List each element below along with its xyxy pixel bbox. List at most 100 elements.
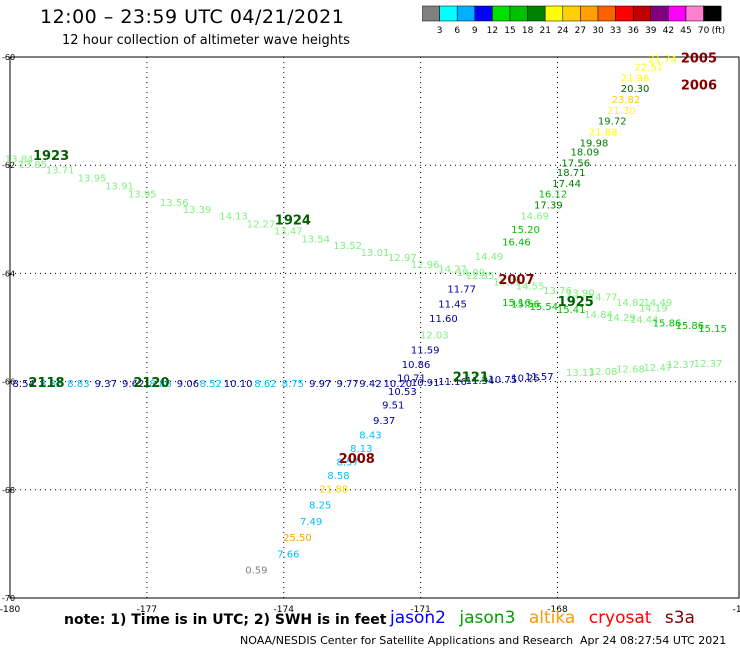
swh-data-point: 12.03 bbox=[420, 330, 449, 341]
swh-data-point: 14.82 bbox=[616, 298, 645, 309]
swh-data-point: 12.68 bbox=[616, 364, 645, 375]
colorbar-label: 6 bbox=[454, 26, 460, 35]
swh-data-point: 10.53 bbox=[388, 387, 417, 398]
swh-data-point: 12.96 bbox=[411, 260, 440, 271]
swh-data-point: 14.69 bbox=[520, 211, 549, 222]
swh-data-point: 12.08 bbox=[589, 367, 618, 378]
swh-data-point: 13.01 bbox=[361, 248, 390, 259]
swh-data-point: 14.55 bbox=[516, 282, 545, 293]
swh-data-point: 8.83 bbox=[67, 379, 89, 390]
swh-data-point: 23.82 bbox=[612, 95, 641, 106]
x-tick-label: -171 bbox=[410, 605, 430, 615]
credit-line: NOAA/NESDIS Center for Satellite Applica… bbox=[240, 634, 574, 647]
swh-data-point: 13.95 bbox=[78, 173, 107, 184]
swh-data-point: 14.13 bbox=[219, 211, 248, 222]
swh-data-point: 10.91 bbox=[411, 378, 440, 389]
footer-note: note: 1) Time is in UTC; 2) SWH is in fe… bbox=[64, 612, 387, 628]
colorbar-label: 45 bbox=[680, 26, 691, 35]
colorbar-label: 70 bbox=[698, 26, 710, 35]
swh-data-point: 8.43 bbox=[359, 430, 381, 441]
y-tick-label: -62 bbox=[2, 161, 15, 170]
swh-data-point: 18.71 bbox=[557, 168, 586, 179]
altimeter-map-plot: -180 -177 -174 -171 -168 -16 -60 -62 -64 -66 -68 -7… bbox=[0, 51, 740, 615]
pass-time-label: 2121 bbox=[453, 371, 489, 386]
swh-data-point: 21.30 bbox=[607, 106, 636, 117]
swh-data-point: 14.44 bbox=[630, 315, 659, 326]
legend-altika: altika bbox=[528, 608, 576, 628]
swh-data-point: 16.12 bbox=[539, 190, 568, 201]
swh-data-point: 14.77 bbox=[589, 292, 618, 303]
swh-data-point: 8.82 bbox=[40, 379, 62, 390]
x-tick-label: -168 bbox=[547, 605, 568, 615]
swh-data-point: 14.49 bbox=[644, 298, 673, 309]
colorbar-label: 24 bbox=[557, 26, 569, 35]
swh-data-point: 11.34 bbox=[466, 376, 495, 387]
swh-data-point: 9.51 bbox=[382, 401, 404, 412]
legend-cryosat: cryosat bbox=[588, 608, 652, 628]
y-tick-label: -68 bbox=[2, 486, 15, 495]
swh-data-point: 13.56 bbox=[160, 198, 189, 209]
swh-data-point: 15.86 bbox=[675, 321, 704, 332]
swh-data-point: 8.62 bbox=[254, 379, 276, 390]
swh-data-point: 12.85 bbox=[466, 271, 495, 282]
x-tick-label: -174 bbox=[274, 605, 295, 615]
swh-data-point: 9.37 bbox=[373, 416, 395, 427]
colorbar-label: 3 bbox=[437, 26, 443, 35]
pass-time-label: 1924 bbox=[275, 214, 311, 229]
swh-data-point: 7.49 bbox=[300, 517, 322, 528]
swh-data-point: 0.59 bbox=[245, 566, 267, 577]
swh-data-point: 13.13 bbox=[566, 368, 595, 379]
swh-data-point: 21.88 bbox=[320, 485, 349, 496]
swh-data-point: 21.74 bbox=[648, 54, 677, 65]
swh-data-point: 15.16 bbox=[502, 298, 531, 309]
swh-data-point: 10.71 bbox=[397, 374, 426, 385]
swh-data-point: 13.47 bbox=[274, 226, 303, 237]
pass-time-label: 1925 bbox=[558, 295, 594, 310]
legend-jason2: jason2 bbox=[390, 608, 446, 628]
swh-data-point: 16.46 bbox=[502, 237, 531, 248]
swh-data-point: 15.20 bbox=[511, 225, 540, 236]
colorbar-unit: (ft) bbox=[712, 26, 726, 35]
y-tick-label: -66 bbox=[2, 378, 15, 387]
swh-data-point: 13.71 bbox=[46, 165, 75, 176]
swh-data-point: 11.77 bbox=[447, 284, 476, 295]
swh-data-point: 11.57 bbox=[525, 372, 554, 383]
swh-data-point: 13.85 bbox=[18, 160, 47, 171]
swh-data-point: 8.13 bbox=[350, 444, 372, 455]
legend-jason3: jason3 bbox=[459, 608, 516, 628]
swh-data-point: 20.30 bbox=[621, 84, 650, 95]
colorbar-swatch bbox=[703, 5, 722, 22]
y-tick-label: -64 bbox=[2, 269, 15, 278]
swh-data-point: 17.56 bbox=[561, 158, 590, 169]
swh-data-point: 12.47 bbox=[644, 363, 673, 374]
swh-data-point: 8.54 bbox=[13, 379, 35, 390]
swh-data-point: 8.52 bbox=[200, 379, 222, 390]
swh-data-point: 22.51 bbox=[634, 63, 663, 74]
swh-data-point: 15.54 bbox=[529, 302, 558, 313]
swh-data-point: 14.19 bbox=[639, 303, 668, 314]
swh-data-point: 8.58 bbox=[327, 471, 349, 482]
swh-data-point: 14.84 bbox=[584, 310, 613, 321]
swh-data-point: 9.37 bbox=[95, 379, 117, 390]
swh-data-point: 11.60 bbox=[429, 314, 458, 325]
swh-data-point: 14.27 bbox=[438, 264, 467, 275]
swh-data-point: 9.06 bbox=[177, 379, 199, 390]
swh-data-point: 13.90 bbox=[566, 289, 595, 300]
y-tick-label: -60 bbox=[2, 53, 15, 62]
colorbar-label: 33 bbox=[610, 26, 621, 35]
swh-data-point: 25.50 bbox=[283, 533, 312, 544]
pass-time-label: 2008 bbox=[339, 452, 375, 467]
colorbar-label: 36 bbox=[627, 26, 639, 35]
swh-data-point: 9.42 bbox=[359, 379, 381, 390]
swh-data-point: 9.62 bbox=[122, 379, 144, 390]
colorbar-label: 15 bbox=[504, 26, 515, 35]
swh-data-point: 19.72 bbox=[598, 117, 627, 128]
colorbar-label: 30 bbox=[592, 26, 604, 35]
swh-data-point: 13.79 bbox=[493, 277, 522, 288]
swh-data-point: 15.41 bbox=[557, 305, 586, 316]
swh-data-point: 11.45 bbox=[438, 299, 467, 310]
swh-data-point: 10.25 bbox=[511, 374, 540, 385]
x-tick-label: -16 bbox=[733, 605, 740, 615]
swh-data-point: 21.96 bbox=[621, 73, 650, 84]
swh-data-point: 13.54 bbox=[301, 235, 330, 246]
